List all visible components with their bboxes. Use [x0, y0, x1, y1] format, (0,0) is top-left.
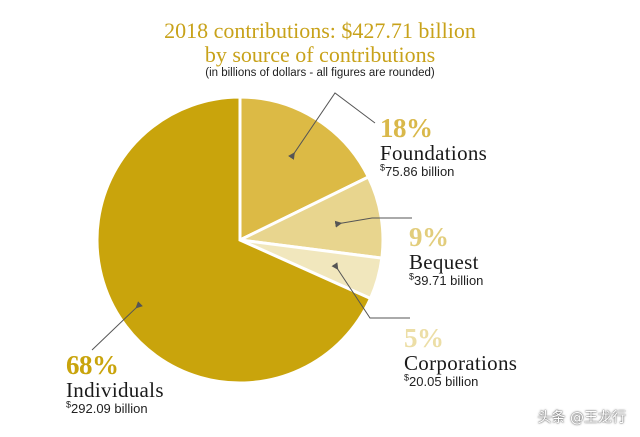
label-individuals: 68% Individuals $292.09 billion	[66, 352, 164, 417]
slice-percent: 18%	[380, 113, 433, 143]
label-corporations: 5% Corporations $20.05 billion	[404, 325, 517, 390]
leader-line-individuals	[91, 301, 143, 351]
leader-line-bequest	[334, 217, 412, 228]
slice-label: Individuals	[66, 378, 164, 402]
slice-percent: 68%	[66, 350, 119, 380]
label-bequest: 9% Bequest $39.71 billion	[409, 224, 483, 289]
slice-percent: 5%	[404, 323, 444, 353]
slice-amount: $20.05 billion	[404, 372, 479, 389]
chart-title-line-2: by source of contributions	[204, 42, 436, 67]
slice-amount: $292.09 billion	[66, 399, 148, 416]
slice-amount: $75.86 billion	[380, 162, 455, 179]
slice-label: Bequest	[409, 250, 479, 274]
leader-line-foundations	[288, 92, 376, 160]
label-foundations: 18% Foundations $75.86 billion	[380, 115, 487, 180]
pie-slice-individuals	[95, 95, 373, 385]
chart-subtitle: (in billions of dollars - all figures ar…	[205, 67, 435, 79]
slice-percent: 9%	[409, 222, 449, 252]
pie-slice-foundations	[238, 95, 371, 243]
slice-label: Corporations	[404, 351, 518, 375]
leader-line-corporations	[331, 262, 410, 319]
pie-slice-bequest	[234, 174, 385, 260]
slice-label: Foundations	[380, 141, 488, 165]
slice-amount: $39.71 billion	[409, 271, 484, 288]
chart-title: 2018 contributions: $427.71 billion	[164, 18, 476, 43]
watermark: 头条 @王龙行	[537, 410, 626, 426]
